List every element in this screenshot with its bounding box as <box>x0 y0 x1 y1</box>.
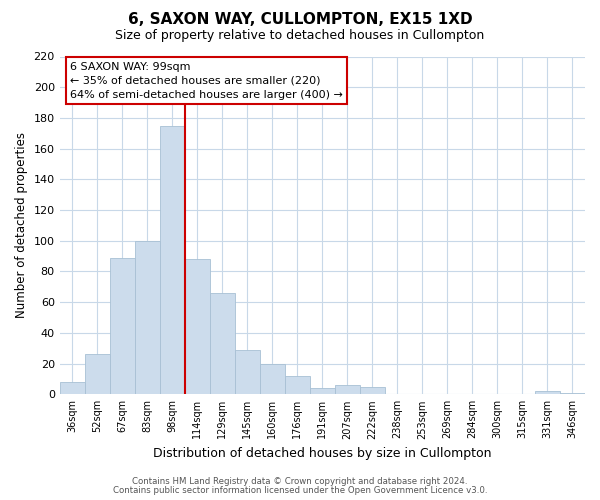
Bar <box>335 385 360 394</box>
Bar <box>210 293 235 394</box>
Bar <box>135 241 160 394</box>
Bar <box>260 364 285 394</box>
Text: 6, SAXON WAY, CULLOMPTON, EX15 1XD: 6, SAXON WAY, CULLOMPTON, EX15 1XD <box>128 12 472 28</box>
Y-axis label: Number of detached properties: Number of detached properties <box>15 132 28 318</box>
Bar <box>110 258 135 394</box>
Text: 6 SAXON WAY: 99sqm
← 35% of detached houses are smaller (220)
64% of semi-detach: 6 SAXON WAY: 99sqm ← 35% of detached hou… <box>70 62 343 100</box>
Bar <box>560 393 585 394</box>
Text: Size of property relative to detached houses in Cullompton: Size of property relative to detached ho… <box>115 29 485 42</box>
Text: Contains HM Land Registry data © Crown copyright and database right 2024.: Contains HM Land Registry data © Crown c… <box>132 477 468 486</box>
Bar <box>360 386 385 394</box>
Bar <box>160 126 185 394</box>
Bar <box>310 388 335 394</box>
Bar <box>85 354 110 395</box>
X-axis label: Distribution of detached houses by size in Cullompton: Distribution of detached houses by size … <box>153 447 491 460</box>
Bar <box>185 259 210 394</box>
Bar <box>59 382 85 394</box>
Bar <box>285 376 310 394</box>
Bar <box>535 391 560 394</box>
Bar <box>235 350 260 395</box>
Text: Contains public sector information licensed under the Open Government Licence v3: Contains public sector information licen… <box>113 486 487 495</box>
